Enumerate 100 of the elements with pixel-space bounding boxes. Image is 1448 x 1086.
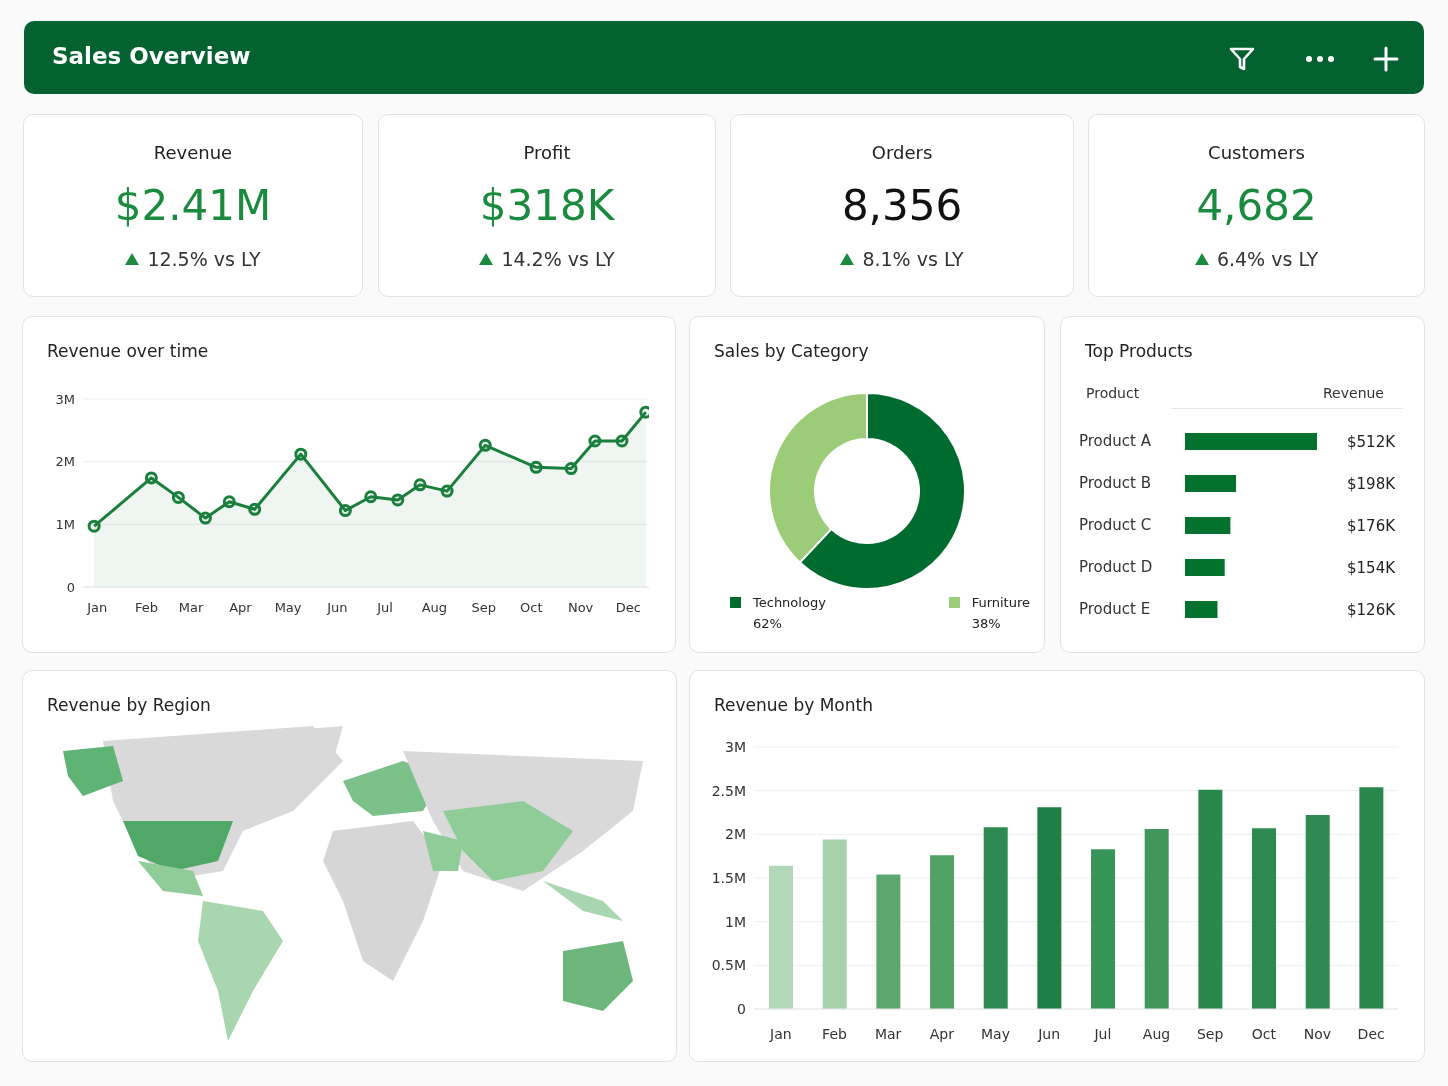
- x-tick-label: Apr: [229, 600, 253, 616]
- x-tick-label: May: [981, 1025, 1010, 1042]
- y-tick-label: Product B: [1079, 474, 1152, 493]
- x-tick-label: May: [274, 600, 302, 616]
- text: $318K: [478, 181, 616, 230]
- x-tick-label: Sep: [1196, 1025, 1224, 1042]
- y-tick-label: Product E: [1079, 600, 1151, 619]
- x-tick-label: Jan: [769, 1025, 792, 1042]
- bar: [1305, 815, 1330, 1009]
- bar: [1185, 433, 1317, 450]
- point: [198, 511, 212, 525]
- bar: [1185, 517, 1231, 534]
- chart-title: Revenue by Month: [714, 695, 873, 715]
- y-tick-label: 1M: [55, 516, 75, 532]
- chart-title: Sales by Category: [714, 341, 869, 361]
- point: [87, 519, 101, 533]
- text: 8,356: [840, 181, 964, 230]
- x-tick-label: Oct: [1251, 1025, 1277, 1042]
- text: Sales Overview: [52, 43, 251, 69]
- bar: [1252, 828, 1277, 1009]
- x-tick-label: Nov: [567, 600, 594, 616]
- x-tick-label: Jun: [1037, 1025, 1061, 1042]
- text: Product: [1086, 385, 1140, 401]
- text: 8.1% vs LY: [862, 248, 964, 270]
- bar: [1037, 807, 1062, 1009]
- x-tick-label: Jan: [86, 600, 108, 616]
- x-tick-label: Jul: [1093, 1025, 1112, 1042]
- bar: [1144, 829, 1169, 1009]
- x-tick-label: Nov: [1303, 1025, 1332, 1042]
- text: 4,682: [1195, 181, 1318, 230]
- bar: [876, 874, 901, 1009]
- data-label: 38%: [971, 616, 1002, 631]
- bar: [983, 827, 1008, 1009]
- point: [294, 447, 308, 461]
- y-tick-label: Product D: [1079, 558, 1153, 577]
- x-tick-label: Aug: [1142, 1025, 1171, 1042]
- x-tick-label: Feb: [135, 600, 159, 616]
- text: Revenue: [1323, 385, 1384, 401]
- chart-title: Revenue over time: [47, 341, 209, 361]
- point: [440, 484, 454, 498]
- text: Revenue by Region: [47, 695, 211, 715]
- chart-title: Top Products: [1085, 341, 1193, 361]
- y-tick-label: 1.5M: [711, 869, 746, 886]
- legend-label: Furniture: [971, 595, 1030, 610]
- point: [529, 460, 543, 474]
- legend-label: Technology: [753, 595, 826, 610]
- text: 14.2% vs LY: [501, 248, 615, 270]
- bar: [822, 839, 847, 1009]
- y-tick-label: 2M: [55, 454, 75, 470]
- text: Profit: [522, 142, 572, 163]
- y-tick-label: 0: [66, 579, 75, 595]
- y-tick-label: 3M: [725, 738, 746, 755]
- point: [171, 490, 185, 504]
- point: [338, 504, 352, 518]
- data-label: $512K: [1347, 432, 1397, 451]
- text: 12.5% vs LY: [147, 248, 261, 270]
- text: Orders: [870, 142, 934, 163]
- x-tick-label: Dec: [1357, 1025, 1385, 1042]
- y-tick-label: 2M: [725, 826, 746, 843]
- x-tick-label: Aug: [421, 600, 448, 616]
- point: [588, 434, 602, 448]
- y-tick-label: 0.5M: [711, 957, 746, 974]
- point: [564, 462, 578, 476]
- bar: [1198, 789, 1223, 1009]
- point: [144, 471, 158, 485]
- x-tick-label: Apr: [929, 1025, 955, 1042]
- bar: [930, 855, 955, 1009]
- x-tick-label: Feb: [822, 1025, 847, 1042]
- point: [615, 434, 629, 448]
- bar: [1185, 475, 1237, 492]
- x-tick-label: Mar: [874, 1025, 902, 1042]
- y-tick-label: Product A: [1079, 432, 1152, 451]
- text: Revenue: [152, 142, 234, 163]
- text: 6.4% vs LY: [1216, 248, 1319, 270]
- data-label: 62%: [753, 616, 783, 631]
- point: [222, 495, 236, 509]
- point: [391, 493, 405, 507]
- x-tick-label: Dec: [615, 600, 641, 616]
- data-label: $154K: [1347, 558, 1397, 577]
- bar: [1185, 601, 1218, 618]
- bar: [1185, 559, 1225, 576]
- x-tick-label: Jun: [326, 600, 348, 616]
- data-label: $198K: [1347, 474, 1397, 493]
- bar: [1359, 787, 1384, 1009]
- text: Customers: [1207, 142, 1306, 163]
- bar: [1091, 849, 1116, 1009]
- y-tick-label: 1M: [725, 913, 746, 930]
- y-tick-label: 2.5M: [711, 782, 746, 799]
- y-tick-label: Product C: [1079, 516, 1152, 535]
- point: [413, 478, 427, 492]
- y-tick-label: 0: [737, 1000, 746, 1017]
- x-tick-label: Jul: [376, 600, 393, 616]
- x-tick-label: Mar: [178, 600, 205, 616]
- data-label: $126K: [1347, 600, 1397, 619]
- point: [248, 502, 262, 516]
- y-tick-label: 3M: [55, 391, 75, 407]
- x-tick-label: Sep: [471, 600, 496, 616]
- data-label: $176K: [1347, 516, 1397, 535]
- text: $2.41M: [113, 181, 273, 230]
- bar: [769, 865, 794, 1009]
